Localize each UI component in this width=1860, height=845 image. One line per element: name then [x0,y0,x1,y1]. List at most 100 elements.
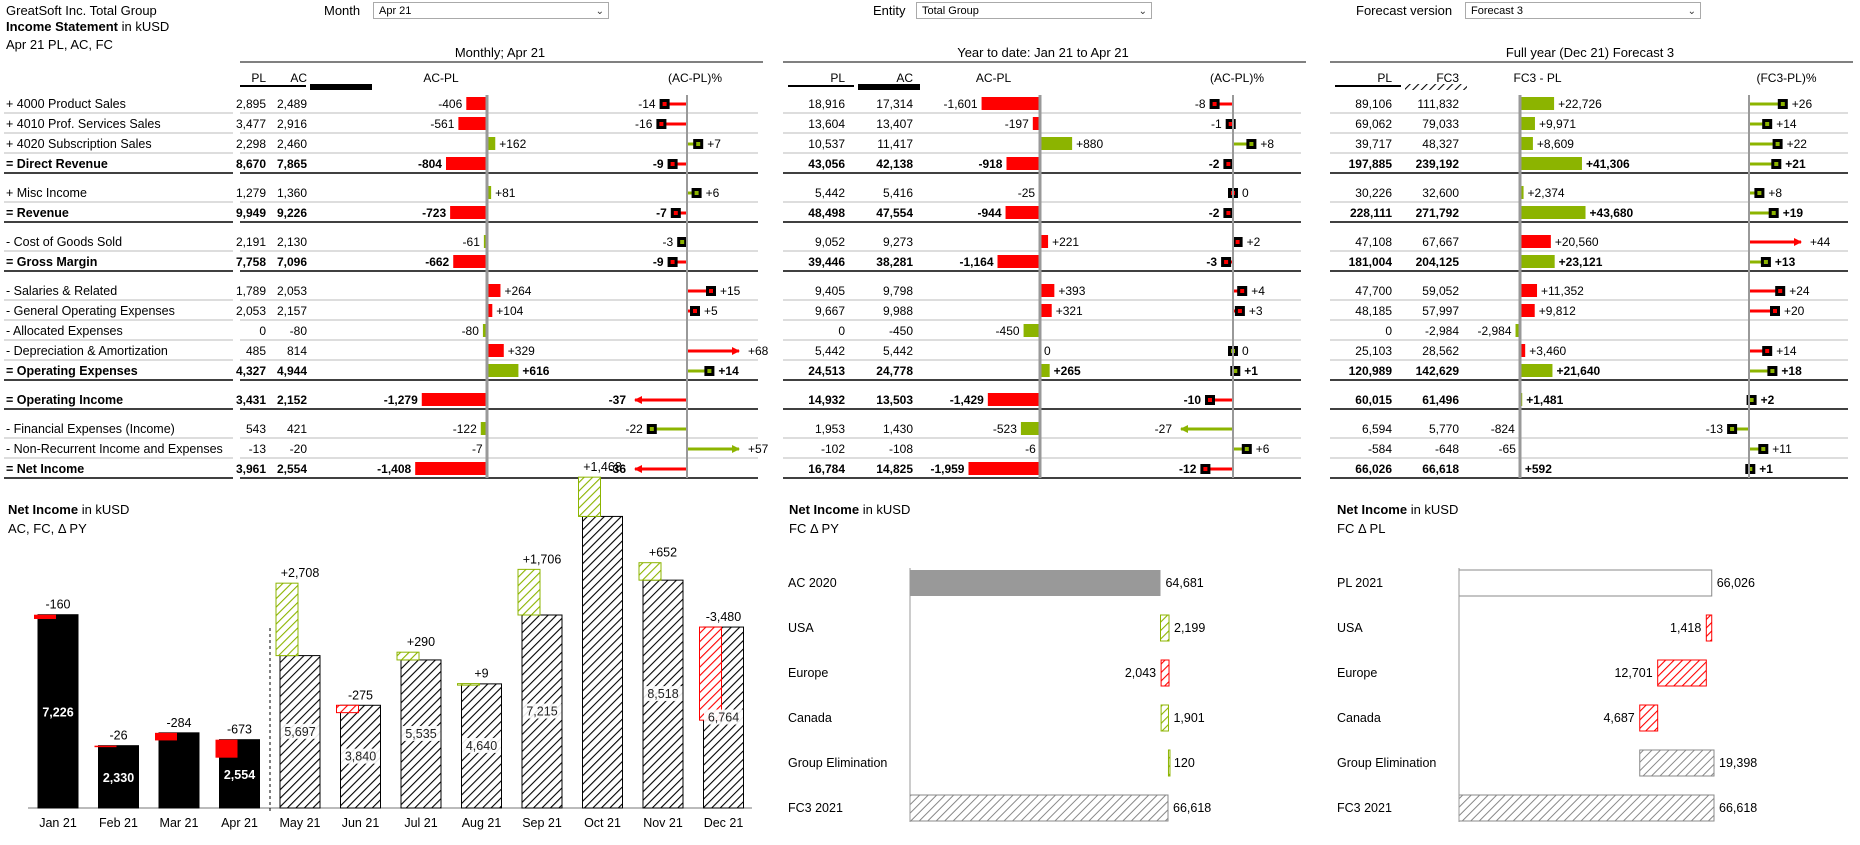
cell-value-a: 6,594 [1362,422,1392,436]
forecast-dropdown[interactable]: Forecast 3 ⌄ [1465,2,1701,19]
percent-label: 0 [1242,186,1249,200]
cell-value-b: 7,096 [277,255,307,269]
cell-value-a: 120,989 [1349,364,1393,378]
delta-label: -662 [425,255,449,269]
chevron-down-icon: ⌄ [1687,6,1696,17]
cell-value-a: 1,279 [236,186,266,200]
row-label: + 4010 Prof. Services Sales [6,117,161,131]
chart3-value-label: 66,026 [1717,576,1755,590]
percent-label: -7 [656,206,667,220]
cell-value-a: 8,670 [236,157,266,171]
col-header-pct: (AC-PL)% [668,71,722,85]
delta-label: -1,429 [950,393,984,407]
delta-label: -61 [463,235,481,249]
chart1-delta-label: +290 [407,635,435,649]
chart1-value-label: 8,518 [647,687,678,701]
entity-dropdown-value: Total Group [922,5,979,17]
chart1-delta-bar [155,732,177,741]
section-title-monthly: Monthly; Apr 21 [454,45,546,60]
chart2-delta-bar [1159,614,1170,642]
cell-value-b: 48,327 [1422,137,1459,151]
cell-value-a: 5,442 [815,344,845,358]
col-header-a: PL [251,71,266,85]
chart1-delta-label: -673 [227,723,252,737]
cell-value-a: -13 [249,442,267,456]
chart2-total-bar [909,794,1169,822]
percent-label: -10 [1184,393,1202,407]
percent-pin-dot [1224,260,1229,264]
percent-pin-dot [693,309,697,313]
cell-value-a: 228,111 [1350,206,1392,220]
delta-bar [1520,284,1538,297]
cell-value-a: 2,191 [236,235,266,249]
chart3-category-label: PL 2021 [1337,576,1383,590]
delta-bar [1520,206,1586,219]
chart3-total-bar [1458,794,1715,822]
percent-pin-dot [670,162,675,166]
cell-value-a: 9,667 [815,304,845,318]
chart3-category-label: FC3 2021 [1337,801,1392,815]
report-subtitle: Apr 21 PL, AC, FC [6,37,113,52]
cell-value-a: 1,789 [236,284,266,298]
percent-label: -22 [625,422,643,436]
percent-label: +44 [1810,235,1831,249]
delta-bar [1023,324,1040,337]
chart1-delta-label: +1,468 [583,460,622,474]
cell-value-a: 39,446 [808,255,845,269]
cell-value-a: -102 [821,442,845,456]
chart1-value-label: 2,330 [103,771,134,785]
delta-label: -2,984 [1477,324,1511,338]
delta-label: +265 [1054,364,1081,378]
cell-value-a: 0 [259,324,266,338]
delta-bar [1040,364,1050,377]
forecast-dropdown-value: Forecast 3 [1471,5,1523,17]
chart1-category-label: Oct 21 [584,816,621,830]
delta-label: -450 [996,324,1020,338]
delta-bar [1515,324,1520,337]
percent-label: 0 [1242,344,1249,358]
delta-bar [421,393,487,406]
row-label: + Misc Income [6,186,87,200]
cell-value-b: 2,460 [277,137,307,151]
row-label: = Direct Revenue [6,157,108,171]
cell-value-a: 3,431 [236,393,266,407]
cell-value-a: -584 [1368,442,1392,456]
chart1-title-bold: Net Income [8,502,79,517]
cell-value-b: 2,916 [277,117,307,131]
chart1-delta-bar [94,745,117,748]
cell-value-b: -20 [290,442,308,456]
percent-label: +1 [1244,364,1258,378]
col-header-pct: (FC3-PL)% [1756,71,1816,85]
delta-bar [1040,284,1055,297]
row-label: = Operating Income [6,393,123,407]
chart1-category-label: Jul 21 [404,816,437,830]
entity-dropdown[interactable]: Total Group ⌄ [916,2,1152,19]
percent-label: +11 [1772,442,1792,456]
cell-value-b: 13,503 [876,393,913,407]
cell-value-a: 60,015 [1355,393,1392,407]
delta-bar [415,462,487,475]
chart1-delta-bar [457,683,480,686]
row-label: - Non-Recurrent Income and Expenses [6,442,223,456]
report-title-unit: in kUSD [117,19,170,34]
percent-pin-dot [707,369,712,373]
chart1-category-label: Feb 21 [99,816,138,830]
chart1-category-label: Sep 21 [522,816,562,830]
month-dropdown[interactable]: Apr 21 ⌄ [373,2,609,19]
cell-value-a: 66,026 [1355,462,1392,476]
chart3-delta-bar [1705,614,1713,642]
percent-label: +18 [1781,364,1802,378]
delta-label: -6 [1025,442,1036,456]
cell-value-a: 7,758 [236,255,266,269]
cell-value-a: 9,949 [236,206,266,220]
chart1-value-label: 7,226 [42,705,73,719]
col-header-delta: FC3 - PL [1513,71,1561,85]
cell-value-a: 2,895 [236,97,266,111]
cell-value-b: 2,130 [277,235,307,249]
percent-label: -13 [1706,422,1724,436]
chart3-value-label: 1,418 [1670,621,1701,635]
percent-label: +2 [1247,235,1261,249]
percent-pin-dot [670,260,675,264]
percent-pin-dot [1237,309,1242,313]
